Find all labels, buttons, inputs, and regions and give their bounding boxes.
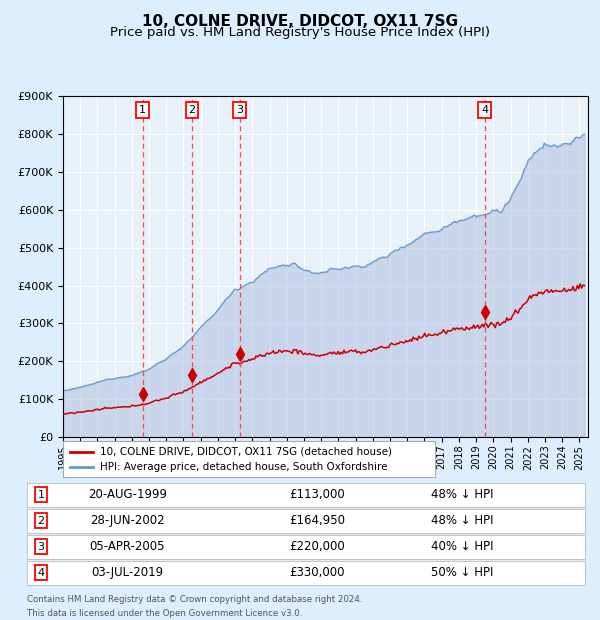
Text: 4: 4 — [481, 105, 488, 115]
Text: 05-APR-2005: 05-APR-2005 — [89, 540, 165, 553]
Text: HPI: Average price, detached house, South Oxfordshire: HPI: Average price, detached house, Sout… — [100, 463, 388, 472]
Text: 1: 1 — [139, 105, 146, 115]
Text: £330,000: £330,000 — [289, 566, 345, 579]
Text: 2: 2 — [37, 516, 44, 526]
Text: 48% ↓ HPI: 48% ↓ HPI — [431, 514, 493, 527]
Text: 1: 1 — [37, 490, 44, 500]
Text: 3: 3 — [236, 105, 243, 115]
Text: £113,000: £113,000 — [289, 488, 345, 501]
Text: £220,000: £220,000 — [289, 540, 345, 553]
Text: 28-JUN-2002: 28-JUN-2002 — [90, 514, 165, 527]
Text: 10, COLNE DRIVE, DIDCOT, OX11 7SG (detached house): 10, COLNE DRIVE, DIDCOT, OX11 7SG (detac… — [100, 446, 392, 456]
Text: 03-JUL-2019: 03-JUL-2019 — [91, 566, 164, 579]
Text: 4: 4 — [37, 568, 44, 578]
Text: 20-AUG-1999: 20-AUG-1999 — [88, 488, 167, 501]
Text: Contains HM Land Registry data © Crown copyright and database right 2024.: Contains HM Land Registry data © Crown c… — [27, 595, 362, 604]
Text: £164,950: £164,950 — [289, 514, 345, 527]
Text: 40% ↓ HPI: 40% ↓ HPI — [431, 540, 493, 553]
Text: This data is licensed under the Open Government Licence v3.0.: This data is licensed under the Open Gov… — [27, 609, 302, 618]
Text: 2: 2 — [188, 105, 196, 115]
Text: 3: 3 — [37, 542, 44, 552]
Text: 10, COLNE DRIVE, DIDCOT, OX11 7SG: 10, COLNE DRIVE, DIDCOT, OX11 7SG — [142, 14, 458, 29]
Text: Price paid vs. HM Land Registry's House Price Index (HPI): Price paid vs. HM Land Registry's House … — [110, 26, 490, 39]
Text: 50% ↓ HPI: 50% ↓ HPI — [431, 566, 493, 579]
Text: 48% ↓ HPI: 48% ↓ HPI — [431, 488, 493, 501]
